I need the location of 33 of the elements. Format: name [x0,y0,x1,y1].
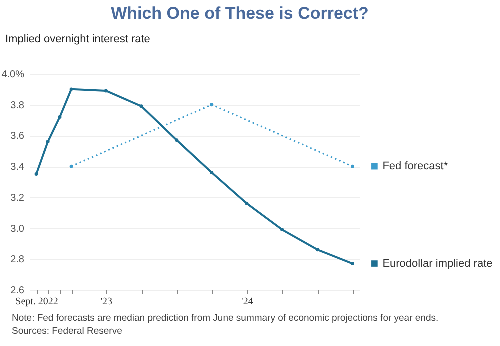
y-tick-label: 4.0% [2,70,25,80]
point [280,228,284,232]
point [34,172,38,176]
legend-label: Fed forecast* [382,160,449,173]
x-tick-label: Sept. 2022 [16,296,58,308]
y-tick-label: 2.6 [10,286,25,296]
line-series [34,88,354,266]
legend-label: Eurodollar implied rate [382,258,493,270]
point [46,140,50,144]
y-tick-label: 3.8 [10,100,25,112]
point [350,262,354,266]
y-tick-label: 3.2 [10,192,25,204]
point [210,171,214,174]
point [70,164,74,168]
x-tick-label: '23 [100,296,113,308]
point [140,104,144,108]
point [350,164,354,168]
x-tick-label: '24 [242,296,254,308]
point [70,88,74,92]
y-tick-label: 3.4 [10,162,25,174]
point [316,248,320,252]
point [210,103,214,107]
point [245,202,249,206]
point [58,115,62,119]
y-tick-label: 3.6 [10,131,25,142]
y-tick-label: 3.0 [10,224,25,235]
point [104,89,108,93]
y-tick-label: 2.8 [10,254,25,266]
point [175,138,179,142]
source-note: Sources: Federal Reserve [12,325,124,338]
text: Note: Fed forecasts are median prediction from June summary of economic projections for year ends. [12,312,440,325]
chart-title: Which One of These is Correct? [110,3,370,25]
y-axis-title: Implied overnight interest rate [6,34,150,46]
